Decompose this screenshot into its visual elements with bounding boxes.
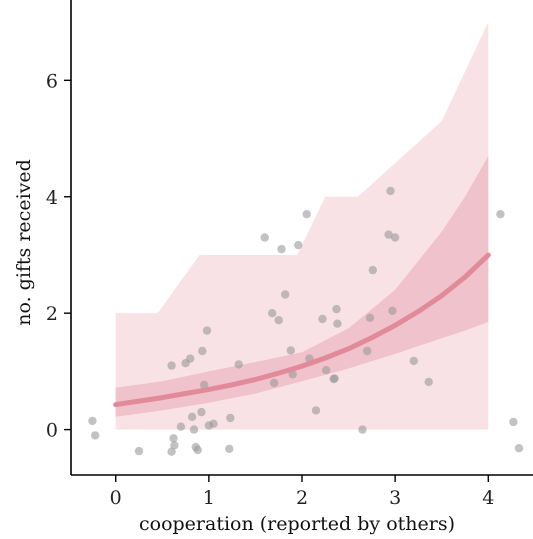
x-tick-label: 1 — [203, 487, 215, 509]
x-tick-label: 4 — [482, 487, 494, 509]
x-tick-label: 0 — [110, 487, 122, 509]
data-point — [277, 244, 286, 254]
data-point — [260, 233, 269, 242]
data-point — [322, 366, 331, 375]
data-point — [88, 416, 97, 426]
y-tick-label: 2 — [46, 303, 58, 325]
data-point — [368, 265, 377, 275]
data-point — [286, 346, 295, 355]
data-point — [202, 326, 212, 335]
y-ticks: 0 2 4 6 — [46, 70, 71, 442]
y-tick-label: 6 — [46, 70, 58, 92]
data-point — [424, 377, 433, 387]
data-point — [187, 412, 197, 421]
data-point — [509, 417, 518, 427]
data-point — [332, 304, 341, 314]
data-point — [91, 431, 100, 440]
inner-band-layer — [115, 156, 489, 417]
data-point — [176, 422, 186, 431]
data-point — [268, 309, 277, 318]
data-point — [167, 361, 176, 370]
x-ticks: 0 1 2 3 4 — [110, 475, 494, 509]
data-point — [384, 230, 393, 239]
data-point — [365, 313, 375, 322]
data-point — [363, 346, 372, 356]
data-point — [386, 186, 395, 196]
data-point — [193, 445, 202, 455]
inner-confidence-band — [115, 156, 489, 417]
data-point — [274, 316, 283, 325]
data-point — [281, 290, 290, 299]
data-point — [288, 370, 297, 379]
data-point — [302, 210, 311, 219]
data-points — [88, 186, 524, 456]
fit-line — [113, 252, 491, 408]
data-point — [388, 306, 397, 315]
y-tick-label: 4 — [46, 187, 58, 209]
data-point — [200, 380, 209, 389]
data-point — [409, 356, 418, 366]
data-point — [514, 444, 524, 453]
data-point — [269, 378, 279, 388]
data-point — [496, 210, 505, 219]
data-point — [234, 360, 243, 369]
data-point — [294, 240, 303, 250]
x-tick-label: 2 — [296, 487, 308, 509]
data-point — [198, 346, 207, 356]
data-point — [167, 447, 176, 456]
data-point — [390, 233, 400, 242]
data-point — [169, 434, 178, 443]
data-point — [358, 425, 367, 434]
x-tick-label: 3 — [389, 487, 401, 509]
data-point — [170, 441, 179, 450]
data-point — [226, 413, 235, 423]
y-axis-title: no. gifts received — [13, 159, 35, 326]
data-point — [209, 419, 218, 428]
data-point — [134, 446, 144, 456]
data-point — [186, 354, 195, 363]
x-axis-title: cooperation (reported by others) — [139, 513, 455, 535]
data-point — [197, 407, 206, 417]
data-point — [225, 444, 234, 453]
data-point — [330, 374, 339, 383]
y-tick-label: 0 — [46, 420, 58, 442]
fit-line-layer — [113, 252, 491, 408]
data-point — [318, 314, 327, 324]
data-point — [189, 425, 199, 434]
axes: 0 1 2 3 4 0 2 4 6 — [46, 0, 533, 509]
data-point — [311, 406, 321, 415]
data-point — [333, 319, 342, 328]
